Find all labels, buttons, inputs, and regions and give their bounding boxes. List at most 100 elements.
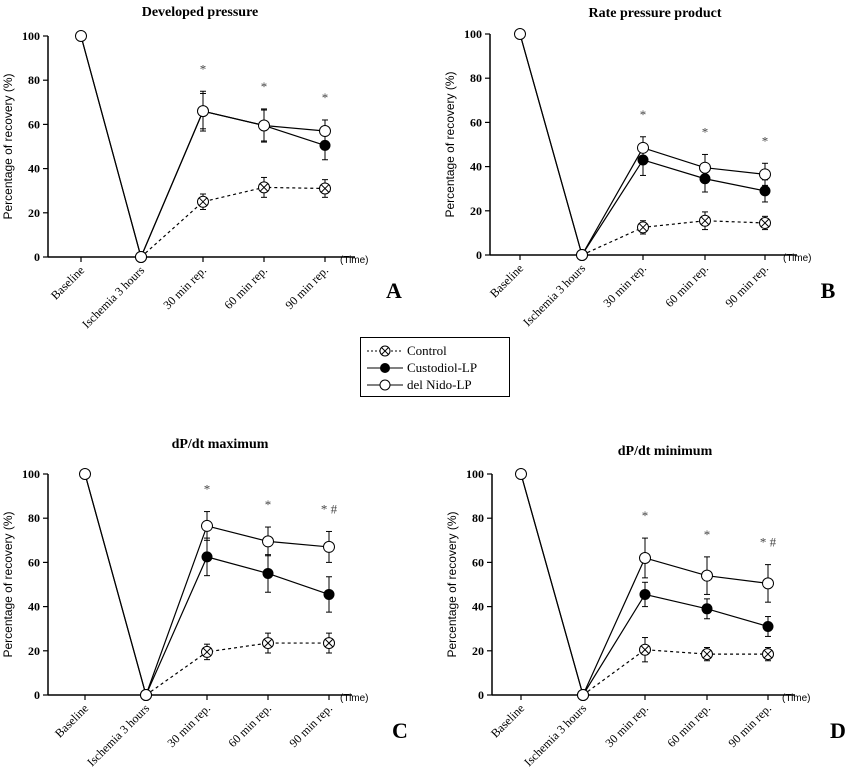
data-point-cross [700,216,710,225]
y-tick-label: 80 [470,71,482,85]
data-point [319,125,331,138]
data-point [135,251,147,263]
y-tick-label: 20 [472,644,484,658]
data-point [637,141,649,154]
y-tick-label: 20 [28,206,40,220]
data-point [75,30,87,42]
significance-annotation: * [704,527,711,542]
data-point-cross [640,645,650,654]
series-line-control [581,220,766,256]
data-point [701,569,713,582]
legend-item-del-nido: del Nido-LP [367,376,472,394]
x-tick-label: Ischemia 3 hours [521,701,589,769]
data-point-cross [638,223,648,232]
data-point [577,689,589,701]
data-point [699,161,711,174]
x-tick-label: Baseline [52,701,91,740]
significance-annotation: * [702,124,709,139]
x-axis-label: (Time) [340,693,369,704]
data-point-cross [760,218,770,228]
series-line-custodiol-lp [84,473,330,697]
data-point [762,577,774,590]
data-point-cross [198,197,208,206]
data-point-cross [202,647,212,657]
data-point [759,168,771,181]
x-tick-label: 60 min rep. [221,263,270,312]
chart-title: dP/dt maximum [172,437,269,452]
significance-annotation: * [200,61,207,76]
y-tick-label: 100 [22,29,40,43]
chart-title: Developed pressure [142,5,259,20]
legend-label: Control [407,343,447,358]
significance-annotation: * # [760,535,777,550]
y-tick-label: 20 [470,204,482,218]
x-tick-label: Ischemia 3 hours [520,261,588,329]
x-tick-label: 90 min rep. [722,261,771,310]
data-point [79,468,91,480]
x-tick-label: 90 min rep. [286,701,335,750]
crossed-circle-icon [367,345,403,357]
data-point-cross [324,638,334,648]
y-tick-label: 60 [470,115,482,129]
legend-item-control: Control [367,342,447,360]
panel-letter: C [392,718,408,743]
panel-letter: D [830,718,846,743]
data-point-cross [763,649,773,659]
significance-annotation: * [261,79,268,94]
y-tick-label: 40 [470,160,482,174]
y-tick-label: 80 [28,511,40,525]
x-axis-label: (Time) [782,693,811,704]
significance-annotation: * [640,107,647,122]
panel-letter: B [821,278,836,303]
data-point [262,567,274,579]
data-point [262,535,274,548]
data-point [201,519,213,532]
y-tick-label: 100 [466,467,484,481]
data-point-cross [259,183,269,192]
data-point [701,603,713,615]
data-point [639,588,651,600]
data-point [201,551,213,563]
data-point [323,588,335,600]
data-point [576,249,588,261]
y-tick-label: 0 [34,688,40,702]
x-tick-label: 60 min rep. [664,701,713,750]
significance-annotation: * [642,508,649,523]
x-tick-label: 30 min rep. [160,263,209,312]
legend-item-custodiol: Custodiol-LP [367,359,477,377]
y-tick-label: 20 [28,644,40,658]
y-tick-label: 100 [464,27,482,41]
y-tick-label: 100 [22,467,40,481]
y-tick-label: 40 [28,162,40,176]
significance-annotation: * [762,133,769,148]
significance-annotation: * # [321,501,338,516]
data-point [639,551,651,564]
data-point [319,139,331,151]
chart-title: dP/dt minimum [618,444,713,459]
panel-letter: A [386,278,402,303]
x-tick-label: 30 min rep. [602,701,651,750]
y-tick-label: 60 [472,555,484,569]
y-tick-label: 40 [28,600,40,614]
data-point [197,105,209,118]
x-tick-label: 60 min rep. [225,701,274,750]
x-tick-label: Baseline [48,263,87,302]
x-tick-label: Ischemia 3 hours [84,701,152,769]
panel-b: Rate pressure product B 0 20 40 60 80 100 Percen… [443,6,836,329]
y-tick-label: 60 [28,117,40,131]
legend-label: Custodiol-LP [407,360,478,375]
significance-annotation: * [265,497,272,512]
x-tick-label: 30 min rep. [164,701,213,750]
data-point [258,119,270,132]
y-tick-label: 0 [34,250,40,264]
series-line-del-nido-lp [84,473,330,697]
data-point [515,468,527,480]
data-point [323,540,335,553]
data-point [637,154,649,166]
panel-a: Developed pressure A 0 20 40 60 80 100 Percentag… [1,5,402,331]
y-tick-label: 0 [478,688,484,702]
x-tick-label: Baseline [487,261,526,300]
series-line-control [140,186,326,258]
data-point [514,28,526,40]
